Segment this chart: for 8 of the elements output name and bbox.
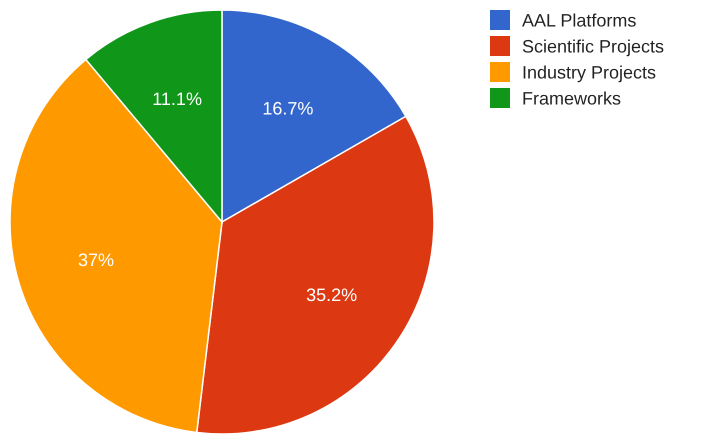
legend-label: Frameworks <box>522 88 622 108</box>
data-label: 35.2% <box>306 284 358 305</box>
data-label: 11.1% <box>152 88 202 109</box>
data-label: 16.7% <box>262 98 314 119</box>
legend-label: Scientific Projects <box>522 36 664 56</box>
legend-label: AAL Platforms <box>522 10 636 30</box>
data-label: 37% <box>78 250 114 270</box>
legend-label: Industry Projects <box>522 62 656 82</box>
